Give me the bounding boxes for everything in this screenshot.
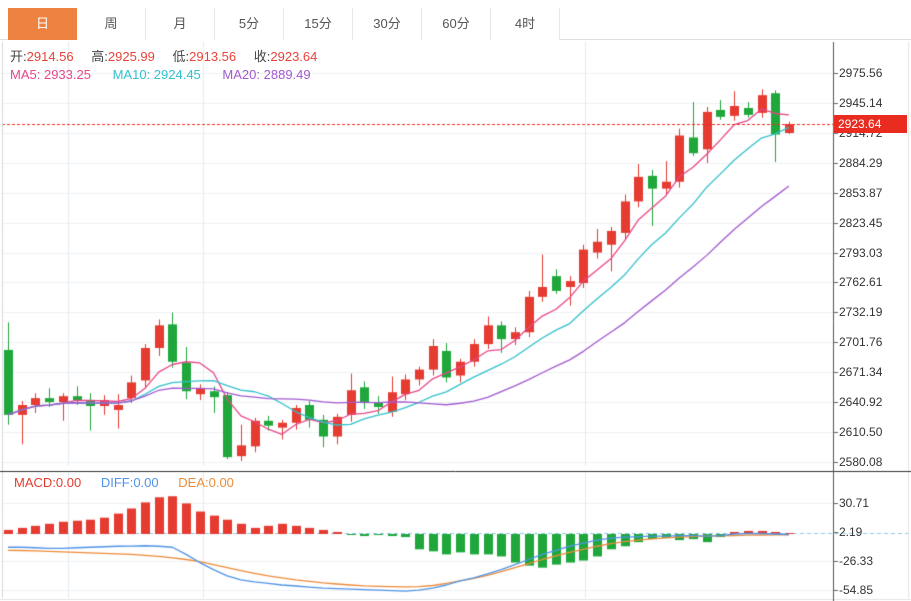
macd-axis-tick: -54.85: [839, 583, 874, 597]
price-axis-tick: 2945.14: [839, 96, 883, 110]
low-value: 2913.56: [189, 49, 237, 64]
high-group: 高:2925.99: [91, 49, 155, 64]
tab-5min[interactable]: 5分: [215, 8, 284, 40]
price-axis-tick: 2762.61: [839, 275, 883, 289]
ma-legend: MA5: 2933.25 MA10: 2924.45 MA20: 2889.49: [10, 67, 329, 82]
open-value: 2914.56: [26, 49, 74, 64]
period-toolbar: 日 周 月 5分 15分 30分 60分 4时: [0, 0, 911, 40]
diff-label: DIFF:: [100, 475, 134, 490]
ma5-value: 2933.25: [43, 67, 91, 82]
ma20-value: 2889.49: [263, 67, 311, 82]
ma10-value: 2924.45: [153, 67, 201, 82]
tab-15min[interactable]: 15分: [284, 8, 353, 40]
price-axis-tick: 2884.29: [839, 156, 883, 170]
macd-value: 0.00: [55, 475, 82, 490]
low-label: 低:: [172, 49, 190, 64]
close-group: 收:2923.64: [254, 49, 318, 64]
price-axis-tick: 2793.03: [839, 246, 883, 260]
high-label: 高:: [91, 49, 108, 64]
high-value: 2925.99: [107, 49, 155, 64]
diff-value: 0.00: [133, 475, 159, 490]
ma20-group: MA20: 2889.49: [222, 67, 310, 82]
dea-label: DEA:: [178, 475, 209, 490]
ma10-group: MA10: 2924.45: [113, 67, 201, 82]
open-group: 开:2914.56: [10, 49, 74, 64]
macd-axis-tick: -26.33: [839, 554, 874, 568]
price-axis-tick: 2701.76: [839, 335, 883, 349]
diff-group: DIFF:0.00: [101, 475, 159, 490]
price-axis-tick: 2640.92: [839, 395, 883, 409]
tab-week[interactable]: 周: [77, 8, 146, 40]
ma5-group: MA5: 2933.25: [10, 67, 91, 82]
ohlc-legend: 开:2914.56 高:2925.99 低:2913.56 收:2923.64: [10, 46, 331, 65]
price-axis-tick: 2671.34: [839, 365, 883, 379]
tab-60min[interactable]: 60分: [422, 8, 491, 40]
macd-group: MACD:0.00: [14, 475, 81, 490]
close-value: 2923.64: [270, 49, 318, 64]
tab-4hour[interactable]: 4时: [491, 8, 560, 40]
macd-axis-tick: 2.19: [839, 525, 863, 539]
low-group: 低:2913.56: [173, 49, 237, 64]
ma20-label: MA20:: [222, 67, 260, 82]
tab-month[interactable]: 月: [146, 8, 215, 40]
current-price-tag: 2923.64: [834, 115, 907, 133]
ma10-label: MA10:: [112, 67, 151, 82]
close-label: 收:: [253, 49, 271, 64]
tab-30min[interactable]: 30分: [353, 8, 422, 40]
ma5-label: MA5:: [10, 67, 41, 82]
price-axis-tick: 2580.08: [839, 455, 883, 469]
price-axis-tick: 2610.50: [839, 425, 883, 439]
macd-legend: MACD:0.00 DIFF:0.00 DEA:0.00: [14, 475, 250, 490]
price-axis-tick: 2853.87: [839, 186, 883, 200]
dea-group: DEA:0.00: [178, 475, 234, 490]
tab-day[interactable]: 日: [8, 8, 77, 40]
price-axis-tick: 2975.56: [839, 66, 883, 80]
open-label: 开:: [10, 49, 27, 64]
dea-value: 0.00: [208, 475, 234, 490]
macd-axis-tick: 30.71: [839, 496, 870, 510]
macd-label: MACD:: [14, 475, 56, 490]
price-axis-tick: 2823.45: [839, 216, 883, 230]
price-axis-tick: 2732.19: [839, 305, 883, 319]
